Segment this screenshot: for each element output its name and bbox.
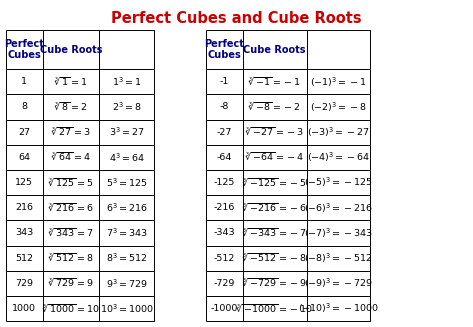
Text: $8^3=512$: $8^3=512$: [106, 252, 147, 265]
Text: -1000: -1000: [210, 304, 238, 313]
Bar: [206, 69, 370, 94]
Text: $9^3=729$: $9^3=729$: [106, 277, 147, 290]
Bar: [206, 296, 370, 321]
Text: $\sqrt[3]{-1}=-1$: $\sqrt[3]{-1}=-1$: [248, 76, 301, 88]
Bar: [206, 30, 370, 69]
Bar: [6, 69, 154, 94]
Bar: [206, 195, 370, 220]
Text: $\sqrt[3]{-8}=-2$: $\sqrt[3]{-8}=-2$: [248, 101, 301, 113]
Bar: [6, 120, 154, 145]
Text: $\sqrt[3]{-64}=-4$: $\sqrt[3]{-64}=-4$: [245, 151, 304, 164]
Text: $\sqrt[3]{-216}=-6$: $\sqrt[3]{-216}=-6$: [242, 202, 307, 214]
Text: $\sqrt[3]{216}=6$: $\sqrt[3]{216}=6$: [48, 202, 94, 214]
Text: $\sqrt[3]{-343}=-7$: $\sqrt[3]{-343}=-7$: [242, 227, 307, 239]
Text: 8: 8: [21, 102, 27, 112]
Text: $6^3=216$: $6^3=216$: [105, 201, 148, 214]
Text: Perfect
Cubes: Perfect Cubes: [4, 39, 44, 60]
Text: $(-5)^3=-125$: $(-5)^3=-125$: [304, 176, 373, 189]
Text: $5^3=125$: $5^3=125$: [106, 176, 147, 189]
Text: Perfect
Cubes: Perfect Cubes: [204, 39, 244, 60]
Text: 125: 125: [15, 178, 33, 187]
Bar: [206, 170, 370, 195]
Bar: [206, 120, 370, 145]
Text: $\sqrt[3]{-729}=-9$: $\sqrt[3]{-729}=-9$: [242, 277, 307, 289]
Text: $\sqrt[3]{512}=8$: $\sqrt[3]{512}=8$: [48, 252, 94, 264]
Text: 1: 1: [21, 77, 27, 86]
Text: $\sqrt[3]{-512}=-8$: $\sqrt[3]{-512}=-8$: [242, 252, 307, 264]
Text: $(-6)^3=-216$: $(-6)^3=-216$: [304, 201, 373, 215]
Text: $(-2)^3=-8$: $(-2)^3=-8$: [310, 100, 367, 114]
Bar: [6, 145, 154, 170]
Text: 64: 64: [18, 153, 30, 162]
Bar: [6, 220, 154, 246]
Text: -729: -729: [213, 279, 235, 288]
Bar: [6, 195, 154, 220]
Text: $7^3=343$: $7^3=343$: [105, 227, 148, 239]
Bar: [206, 246, 370, 271]
Text: $\sqrt[3]{-125}=-5$: $\sqrt[3]{-125}=-5$: [242, 177, 307, 189]
Text: -8: -8: [219, 102, 229, 112]
Text: $\sqrt[3]{-1000}=-10$: $\sqrt[3]{-1000}=-10$: [236, 302, 313, 315]
Text: $(-10)^3=-1000$: $(-10)^3=-1000$: [298, 302, 379, 315]
Text: $(-1)^3=-1$: $(-1)^3=-1$: [310, 75, 367, 89]
Text: $\sqrt[3]{27}=3$: $\sqrt[3]{27}=3$: [51, 126, 91, 138]
Text: $(-9)^3=-729$: $(-9)^3=-729$: [304, 277, 373, 290]
Text: $3^3=27$: $3^3=27$: [109, 126, 144, 138]
Text: $4^3=64$: $4^3=64$: [109, 151, 144, 164]
Text: $\sqrt[3]{343}=7$: $\sqrt[3]{343}=7$: [48, 227, 94, 239]
Bar: [6, 271, 154, 296]
Bar: [6, 246, 154, 271]
Bar: [206, 145, 370, 170]
Text: 343: 343: [15, 229, 33, 237]
Text: $\sqrt[3]{8}=2$: $\sqrt[3]{8}=2$: [54, 101, 88, 113]
Text: Cube Roots: Cube Roots: [243, 44, 306, 55]
Text: Perfect Cubes and Cube Roots: Perfect Cubes and Cube Roots: [111, 11, 362, 26]
Text: $\sqrt[3]{729}=9$: $\sqrt[3]{729}=9$: [48, 277, 94, 289]
Text: -343: -343: [213, 229, 235, 237]
Text: $\sqrt[3]{125}=5$: $\sqrt[3]{125}=5$: [48, 177, 94, 189]
Bar: [6, 296, 154, 321]
Text: $\sqrt[3]{1}=1$: $\sqrt[3]{1}=1$: [54, 76, 88, 88]
Text: $1^3=1$: $1^3=1$: [112, 76, 141, 88]
Text: 729: 729: [15, 279, 33, 288]
Text: -512: -512: [213, 254, 235, 263]
Text: $\sqrt[3]{-27}=-3$: $\sqrt[3]{-27}=-3$: [245, 126, 304, 138]
Bar: [206, 220, 370, 246]
Text: 216: 216: [15, 203, 33, 212]
Bar: [6, 30, 154, 69]
Text: 1000: 1000: [12, 304, 36, 313]
Text: -27: -27: [217, 128, 232, 137]
Text: $10^3=1000$: $10^3=1000$: [100, 302, 153, 315]
Text: -125: -125: [213, 178, 235, 187]
Text: $(-7)^3=-343$: $(-7)^3=-343$: [304, 226, 373, 240]
Text: $(-8)^3=-512$: $(-8)^3=-512$: [304, 251, 373, 265]
Bar: [206, 94, 370, 120]
Text: 512: 512: [15, 254, 33, 263]
Text: $(-3)^3=-27$: $(-3)^3=-27$: [307, 125, 370, 139]
Text: 27: 27: [18, 128, 30, 137]
Bar: [6, 170, 154, 195]
Text: Cube Roots: Cube Roots: [40, 44, 102, 55]
Text: $2^3=8$: $2^3=8$: [112, 101, 141, 113]
Text: -64: -64: [217, 153, 232, 162]
Bar: [206, 271, 370, 296]
Text: $(-4)^3=-64$: $(-4)^3=-64$: [307, 150, 370, 164]
Text: $\sqrt[3]{1000}=10$: $\sqrt[3]{1000}=10$: [42, 302, 100, 315]
Text: -1: -1: [219, 77, 229, 86]
Text: $\sqrt[3]{64}=4$: $\sqrt[3]{64}=4$: [51, 151, 91, 164]
Text: -216: -216: [213, 203, 235, 212]
Bar: [6, 94, 154, 120]
